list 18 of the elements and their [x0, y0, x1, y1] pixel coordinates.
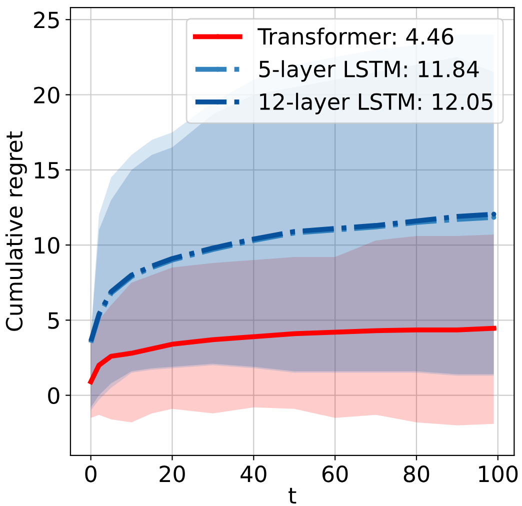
x-tick-label: 80 — [404, 466, 430, 482]
y-tick-label: 0 — [48, 387, 60, 404]
y-tick-label: 5 — [48, 312, 59, 329]
x-tick-label: 40 — [240, 466, 266, 482]
x-tick-label: 60 — [322, 466, 348, 482]
x-tick-label: 100 — [479, 466, 518, 482]
y-tick-label: 20 — [34, 86, 60, 104]
line-series — [88, 326, 496, 384]
legend-label: 12-layer LSTM: 12.05 — [260, 92, 492, 114]
x-tick-label: 20 — [160, 466, 185, 482]
legend-label: Transformer: 4.46 — [258, 28, 454, 45]
legend-label: 5-layer LSTM: 11.84 — [259, 60, 479, 82]
y-axis-title: Cumulative regret — [5, 131, 27, 331]
x-axis-title: t — [288, 488, 296, 504]
y-tick-label: 15 — [34, 162, 59, 179]
y-tick-label: 25 — [34, 12, 59, 28]
x-tick-label: 0 — [85, 466, 96, 482]
y-tick-label: 10 — [34, 236, 60, 254]
